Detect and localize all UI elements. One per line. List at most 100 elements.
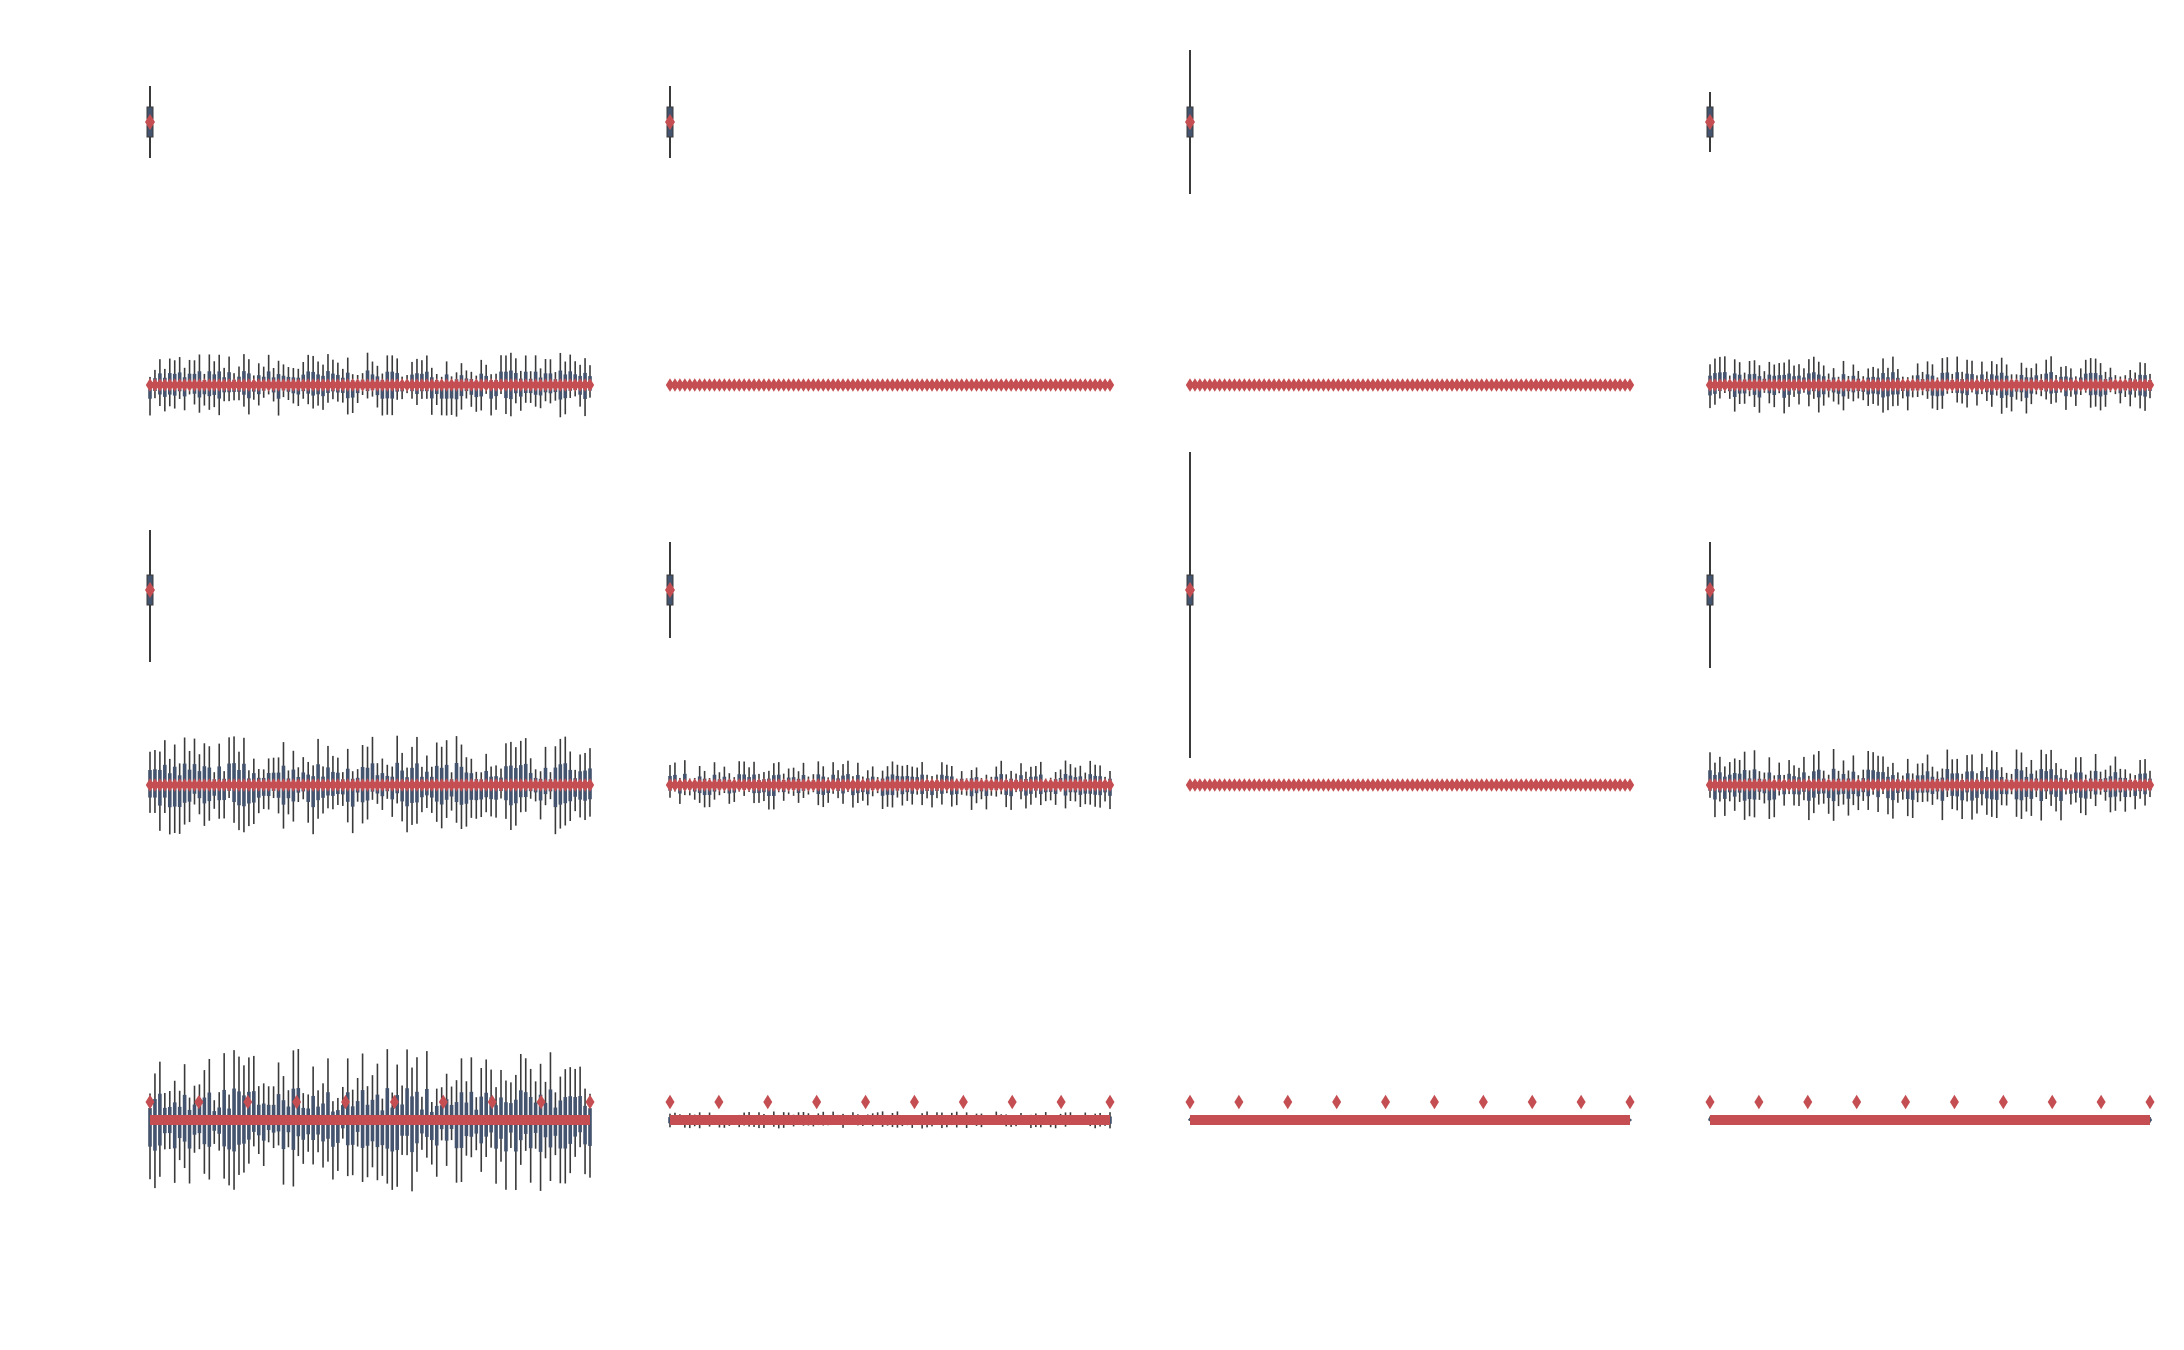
violin-body — [489, 1097, 493, 1133]
median-marker — [244, 778, 254, 792]
median-marker — [1432, 778, 1442, 792]
median-marker — [977, 378, 986, 392]
median-marker — [838, 778, 848, 792]
group-marker — [438, 1094, 448, 1110]
median-marker — [1442, 378, 1452, 392]
median-marker — [972, 778, 981, 792]
median-marker — [363, 378, 372, 392]
median-marker — [2086, 778, 2095, 792]
median-marker — [898, 378, 907, 392]
median-marker — [1779, 378, 1789, 392]
median-marker — [155, 378, 165, 392]
median-marker — [2061, 378, 2071, 392]
median-marker — [447, 778, 456, 792]
violin-body — [588, 1108, 592, 1146]
median-marker — [244, 378, 254, 392]
median-marker — [1432, 378, 1442, 392]
violin-body — [336, 1110, 340, 1143]
violin-body — [494, 1105, 498, 1149]
median-marker — [1512, 378, 1521, 392]
median-marker — [1090, 378, 1100, 392]
median-marker — [472, 778, 481, 792]
median-marker — [318, 778, 328, 792]
median-marker — [150, 378, 160, 392]
group-marker — [1527, 1094, 1537, 1110]
median-marker — [1933, 378, 1942, 392]
median-marker — [1725, 378, 1734, 392]
median-marker — [1264, 378, 1274, 392]
median-marker — [215, 778, 224, 792]
median-marker — [1957, 378, 1967, 392]
median-marker — [1893, 378, 1903, 392]
median-marker — [2096, 378, 2105, 392]
median-marker — [1923, 378, 1932, 392]
median-marker — [269, 378, 278, 392]
median-marker — [1839, 378, 1848, 392]
median-marker — [1740, 778, 1749, 792]
median-marker — [1324, 778, 1333, 792]
median-marker — [229, 378, 239, 392]
median-marker — [1873, 378, 1883, 392]
median-marker — [1051, 378, 1060, 392]
median-marker — [1353, 378, 1363, 392]
median-marker — [383, 778, 392, 792]
median-marker — [412, 378, 422, 392]
median-marker — [1230, 378, 1239, 392]
median-marker — [2071, 378, 2081, 392]
median-marker — [1462, 378, 1472, 392]
median-marker — [794, 778, 803, 792]
median-marker — [1809, 378, 1819, 392]
median-marker — [491, 778, 501, 792]
median-marker — [1348, 378, 1358, 392]
median-marker — [1952, 778, 1962, 792]
median-marker — [388, 378, 397, 392]
median-marker — [1339, 378, 1348, 392]
median-marker — [853, 378, 863, 392]
median-marker — [2130, 378, 2140, 392]
median-marker — [1492, 378, 1501, 392]
median-marker — [2027, 378, 2036, 392]
median-marker — [2076, 778, 2085, 792]
median-marker — [2051, 378, 2061, 392]
median-marker — [190, 378, 199, 392]
median-marker — [2027, 778, 2036, 792]
median-marker — [1477, 778, 1486, 792]
median-marker — [700, 378, 709, 392]
violin-panel-r1-c1 — [665, 378, 1115, 392]
median-marker — [1001, 378, 1011, 392]
violin-body — [365, 1104, 370, 1146]
violin-body — [434, 1105, 439, 1146]
median-marker — [397, 778, 407, 792]
median-marker — [195, 378, 204, 392]
median-marker — [1745, 378, 1754, 392]
median-marker — [1987, 778, 1996, 792]
median-marker — [1447, 778, 1457, 792]
median-marker — [402, 778, 412, 792]
median-marker — [1368, 778, 1378, 792]
median-marker — [501, 378, 511, 392]
violin-body — [350, 1106, 355, 1145]
median-marker — [1477, 378, 1486, 392]
median-marker — [1799, 778, 1809, 792]
median-marker — [1531, 378, 1541, 392]
median-marker — [1938, 378, 1947, 392]
median-marker — [1715, 778, 1725, 792]
median-marker — [814, 778, 823, 792]
median-marker — [903, 778, 912, 792]
median-marker — [1591, 378, 1600, 392]
median-marker — [1834, 778, 1843, 792]
median-marker — [249, 378, 259, 392]
median-marker — [1571, 778, 1580, 792]
median-marker — [521, 378, 530, 392]
median-marker — [407, 378, 417, 392]
median-marker — [680, 778, 690, 792]
median-marker — [1071, 778, 1080, 792]
median-marker — [1100, 378, 1110, 392]
median-marker — [1962, 778, 1972, 792]
median-marker — [1928, 378, 1937, 392]
median-marker — [1913, 378, 1922, 392]
median-marker — [145, 778, 155, 792]
median-marker — [749, 378, 759, 392]
median-marker — [1472, 778, 1481, 792]
median-marker — [1566, 778, 1575, 792]
